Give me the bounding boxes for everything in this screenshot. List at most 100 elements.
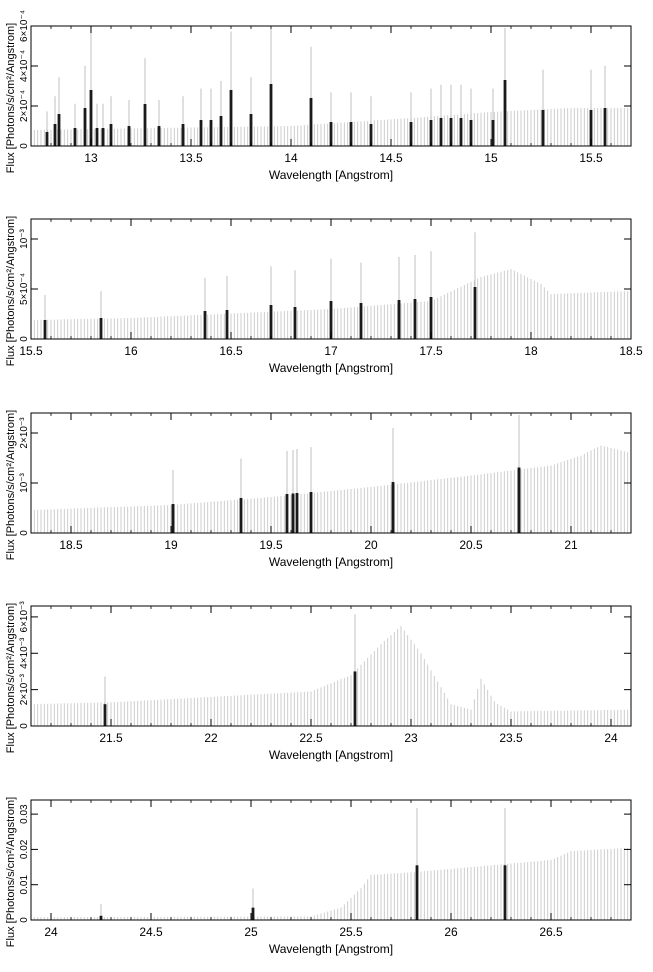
line-features: [103, 614, 357, 726]
y-tick-label: 0: [19, 530, 30, 536]
emission-line-bar: [329, 301, 333, 339]
emission-line-bar: [329, 122, 333, 146]
x-tick-label: 16: [124, 344, 138, 358]
emission-line-bar: [181, 124, 185, 146]
emission-line-bar: [43, 320, 47, 339]
x-tick-label: 14.5: [379, 151, 403, 165]
emission-line-bar: [45, 132, 49, 146]
x-axis-title: Wavelength [Angstrom]: [269, 748, 393, 762]
y-tick-label: 0: [19, 723, 30, 729]
x-tick-label: 16.5: [219, 344, 243, 358]
emission-line-bar: [127, 126, 131, 146]
emission-line-bar: [199, 120, 203, 146]
emission-line-bar: [99, 318, 103, 339]
emission-line-bar: [103, 704, 107, 726]
chart-panel-1: 13 13.5 14 14.5 15 15.5 0 2×10⁻⁴ 4×10⁻⁴ 6×10⁻⁴ Wav…: [5, 10, 632, 182]
x-tick-label: 15.5: [19, 344, 43, 358]
x-tick-label: 25: [244, 925, 258, 939]
chart-panel-5: 24 24.5 25 25.5 26 26.5 0 0.01 0.02 0.03 Wavelengt…: [5, 797, 632, 956]
emission-line-bar: [429, 120, 433, 146]
emission-line-bar: [219, 116, 223, 146]
y-axis-title: Flux [Photons/s/cm²/Angstrom]: [5, 216, 17, 366]
emission-line-bar: [349, 122, 353, 146]
y-tick-label: 0: [19, 336, 30, 342]
x-tick-label: 26: [444, 925, 458, 939]
emission-line-bar: [83, 108, 87, 146]
emission-line-bar: [459, 118, 463, 146]
emission-line-bar: [409, 122, 413, 146]
y-tick-label: 4×10⁻⁴: [19, 50, 30, 82]
x-tick-label: 23: [404, 731, 418, 745]
emission-line-bar: [249, 114, 253, 146]
emission-line-bar: [397, 300, 401, 339]
emission-line-bar: [251, 907, 255, 920]
y-tick-label: 0: [19, 143, 30, 149]
y-tick-label: 5×10⁻⁴: [19, 273, 30, 305]
line-features: [43, 232, 477, 339]
emission-line-bar: [589, 110, 593, 146]
x-tick-label: 20: [364, 538, 378, 552]
x-axis: 21.5 22 22.5 23 23.5 24: [30, 606, 632, 745]
emission-line-bar: [369, 124, 373, 146]
x-tick-label: 13.5: [179, 151, 203, 165]
emission-line-bar: [469, 120, 473, 146]
emission-line-bar: [109, 124, 113, 146]
emission-line-bar: [269, 84, 273, 146]
x-axis-title: Wavelength [Angstrom]: [269, 361, 393, 375]
emission-line-bar: [73, 128, 77, 146]
emission-line-bar: [413, 299, 417, 339]
y-tick-label: 0.02: [19, 839, 30, 859]
x-axis: 15.5 16 16.5 17 17.5 18 18.5: [19, 219, 643, 358]
x-tick-label: 20.5: [459, 538, 483, 552]
x-tick-label: 25.5: [339, 925, 363, 939]
y-tick-label: 2×10⁻³: [19, 417, 30, 449]
x-tick-label: 13: [84, 151, 98, 165]
line-features: [45, 28, 607, 146]
y-tick-label: 10⁻³: [19, 228, 30, 248]
emission-line-bar: [503, 80, 507, 146]
emission-line-bar: [309, 98, 313, 146]
emission-line-bar: [517, 467, 521, 533]
emission-line-bar: [439, 118, 443, 146]
chart-panel-4: 21.5 22 22.5 23 23.5 24 0 2×10⁻³ 4×10⁻³ 6×10⁻³ Wav…: [5, 601, 632, 762]
emission-line-bar: [57, 114, 61, 146]
y-tick-label: 2×10⁻⁴: [19, 90, 30, 122]
emission-line-bar: [53, 124, 57, 146]
y-axis: 0 5×10⁻⁴ 10⁻³: [19, 228, 631, 342]
emission-line-bar: [429, 297, 433, 339]
x-axis-title: Wavelength [Angstrom]: [269, 942, 393, 956]
emission-line-bar: [229, 90, 233, 146]
continuum-series: [30, 847, 632, 920]
y-tick-label: 6×10⁻³: [19, 601, 30, 633]
x-tick-label: 23.5: [499, 731, 523, 745]
emission-line-bar: [225, 310, 229, 339]
x-axis: 18.5 19 19.5 20 20.5 21: [30, 413, 632, 552]
x-tick-label: 24.5: [139, 925, 163, 939]
emission-line-bar: [603, 108, 607, 146]
y-axis: 0 0.01 0.02 0.03: [19, 804, 631, 923]
y-tick-label: 2×10⁻³: [19, 673, 30, 705]
emission-line-bar: [391, 482, 395, 533]
emission-line-bar: [285, 494, 289, 533]
x-tick-label: 14: [284, 151, 298, 165]
x-tick-label: 22: [204, 731, 218, 745]
x-axis: 13 13.5 14 14.5 15 15.5: [30, 26, 632, 165]
emission-line-bar: [503, 865, 507, 920]
emission-line-bar: [359, 303, 363, 339]
line-features: [99, 808, 507, 920]
emission-line-bar: [99, 915, 103, 920]
x-tick-label: 19: [164, 538, 178, 552]
emission-line-bar: [209, 120, 213, 146]
x-tick-label: 24: [44, 925, 58, 939]
y-tick-label: 4×10⁻³: [19, 637, 30, 669]
continuum-series: [30, 445, 632, 533]
x-tick-label: 26.5: [539, 925, 563, 939]
emission-line-bar: [473, 287, 477, 339]
y-axis-title: Flux [Photons/s/cm²/Angstrom]: [5, 410, 17, 560]
y-tick-label: 0.01: [19, 875, 30, 895]
x-tick-label: 22.5: [299, 731, 323, 745]
x-tick-label: 15.5: [579, 151, 603, 165]
emission-line-bar: [295, 493, 299, 533]
